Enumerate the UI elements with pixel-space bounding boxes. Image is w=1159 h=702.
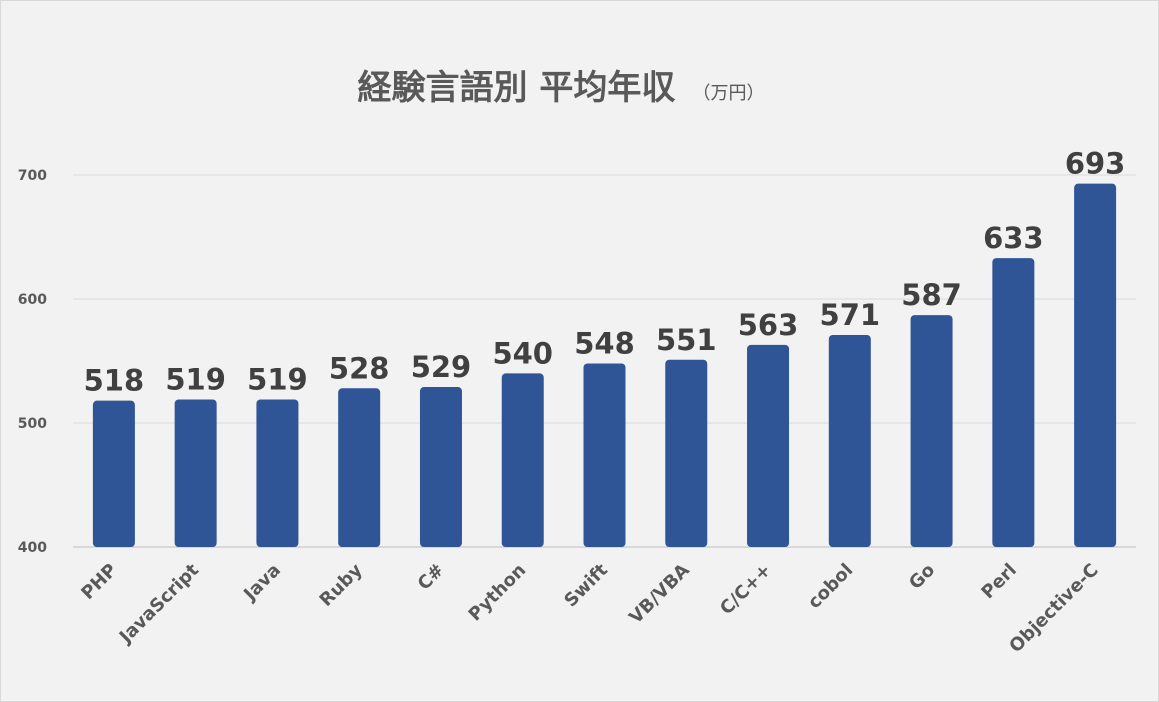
x-tick-label: Go <box>905 560 939 594</box>
data-label: 529 <box>411 350 472 384</box>
x-tick-label: JavaScript <box>114 559 203 648</box>
bar <box>419 387 462 547</box>
bar <box>828 334 871 547</box>
x-tick-label: C# <box>414 560 449 595</box>
data-labels: 518 519 519 528 529 540 548 551 563 571 587 633 693 <box>84 147 1126 398</box>
bar <box>910 315 953 547</box>
data-label: 563 <box>738 308 799 342</box>
chart-title-main: 経験言語別 平均年収 <box>358 68 676 108</box>
chart-title: 経験言語別 平均年収 （万円） <box>358 68 765 108</box>
x-tick-label: PHP <box>77 560 121 604</box>
bar <box>338 388 381 547</box>
chart-title-unit: （万円） <box>692 83 764 104</box>
y-tick-label: 600 <box>18 292 47 308</box>
y-axis: 400 500 600 700 <box>18 168 47 556</box>
x-tick-label: Swift <box>560 559 612 611</box>
data-label: 571 <box>820 298 881 332</box>
y-tick-label: 500 <box>18 416 47 432</box>
bar <box>992 258 1035 547</box>
bar <box>665 359 708 547</box>
x-tick-label: Ruby <box>316 560 367 611</box>
bar <box>92 400 135 547</box>
data-label: 519 <box>247 362 308 396</box>
x-tick-label: C/C++ <box>716 560 776 620</box>
x-tick-label: Perl <box>977 560 1020 603</box>
bar <box>174 399 217 547</box>
bar <box>501 373 544 547</box>
bar <box>747 344 790 547</box>
data-label: 587 <box>901 278 962 312</box>
data-label: 548 <box>574 326 635 360</box>
bar <box>256 399 299 547</box>
data-label: 540 <box>492 336 553 370</box>
data-label: 528 <box>329 351 390 385</box>
bar <box>1074 183 1117 547</box>
x-tick-label: Python <box>465 560 531 626</box>
data-label: 693 <box>1065 147 1126 181</box>
x-tick-label: Java <box>238 560 284 606</box>
x-tick-label: VB/VBA <box>625 560 694 629</box>
data-label: 519 <box>165 362 226 396</box>
data-label: 551 <box>656 323 717 357</box>
data-label: 633 <box>983 221 1044 255</box>
y-tick-label: 400 <box>18 540 47 556</box>
bar <box>583 363 626 547</box>
data-label: 518 <box>84 364 145 398</box>
bars <box>92 183 1117 547</box>
y-tick-label: 700 <box>18 168 47 184</box>
x-tick-label: cobol <box>804 560 857 613</box>
